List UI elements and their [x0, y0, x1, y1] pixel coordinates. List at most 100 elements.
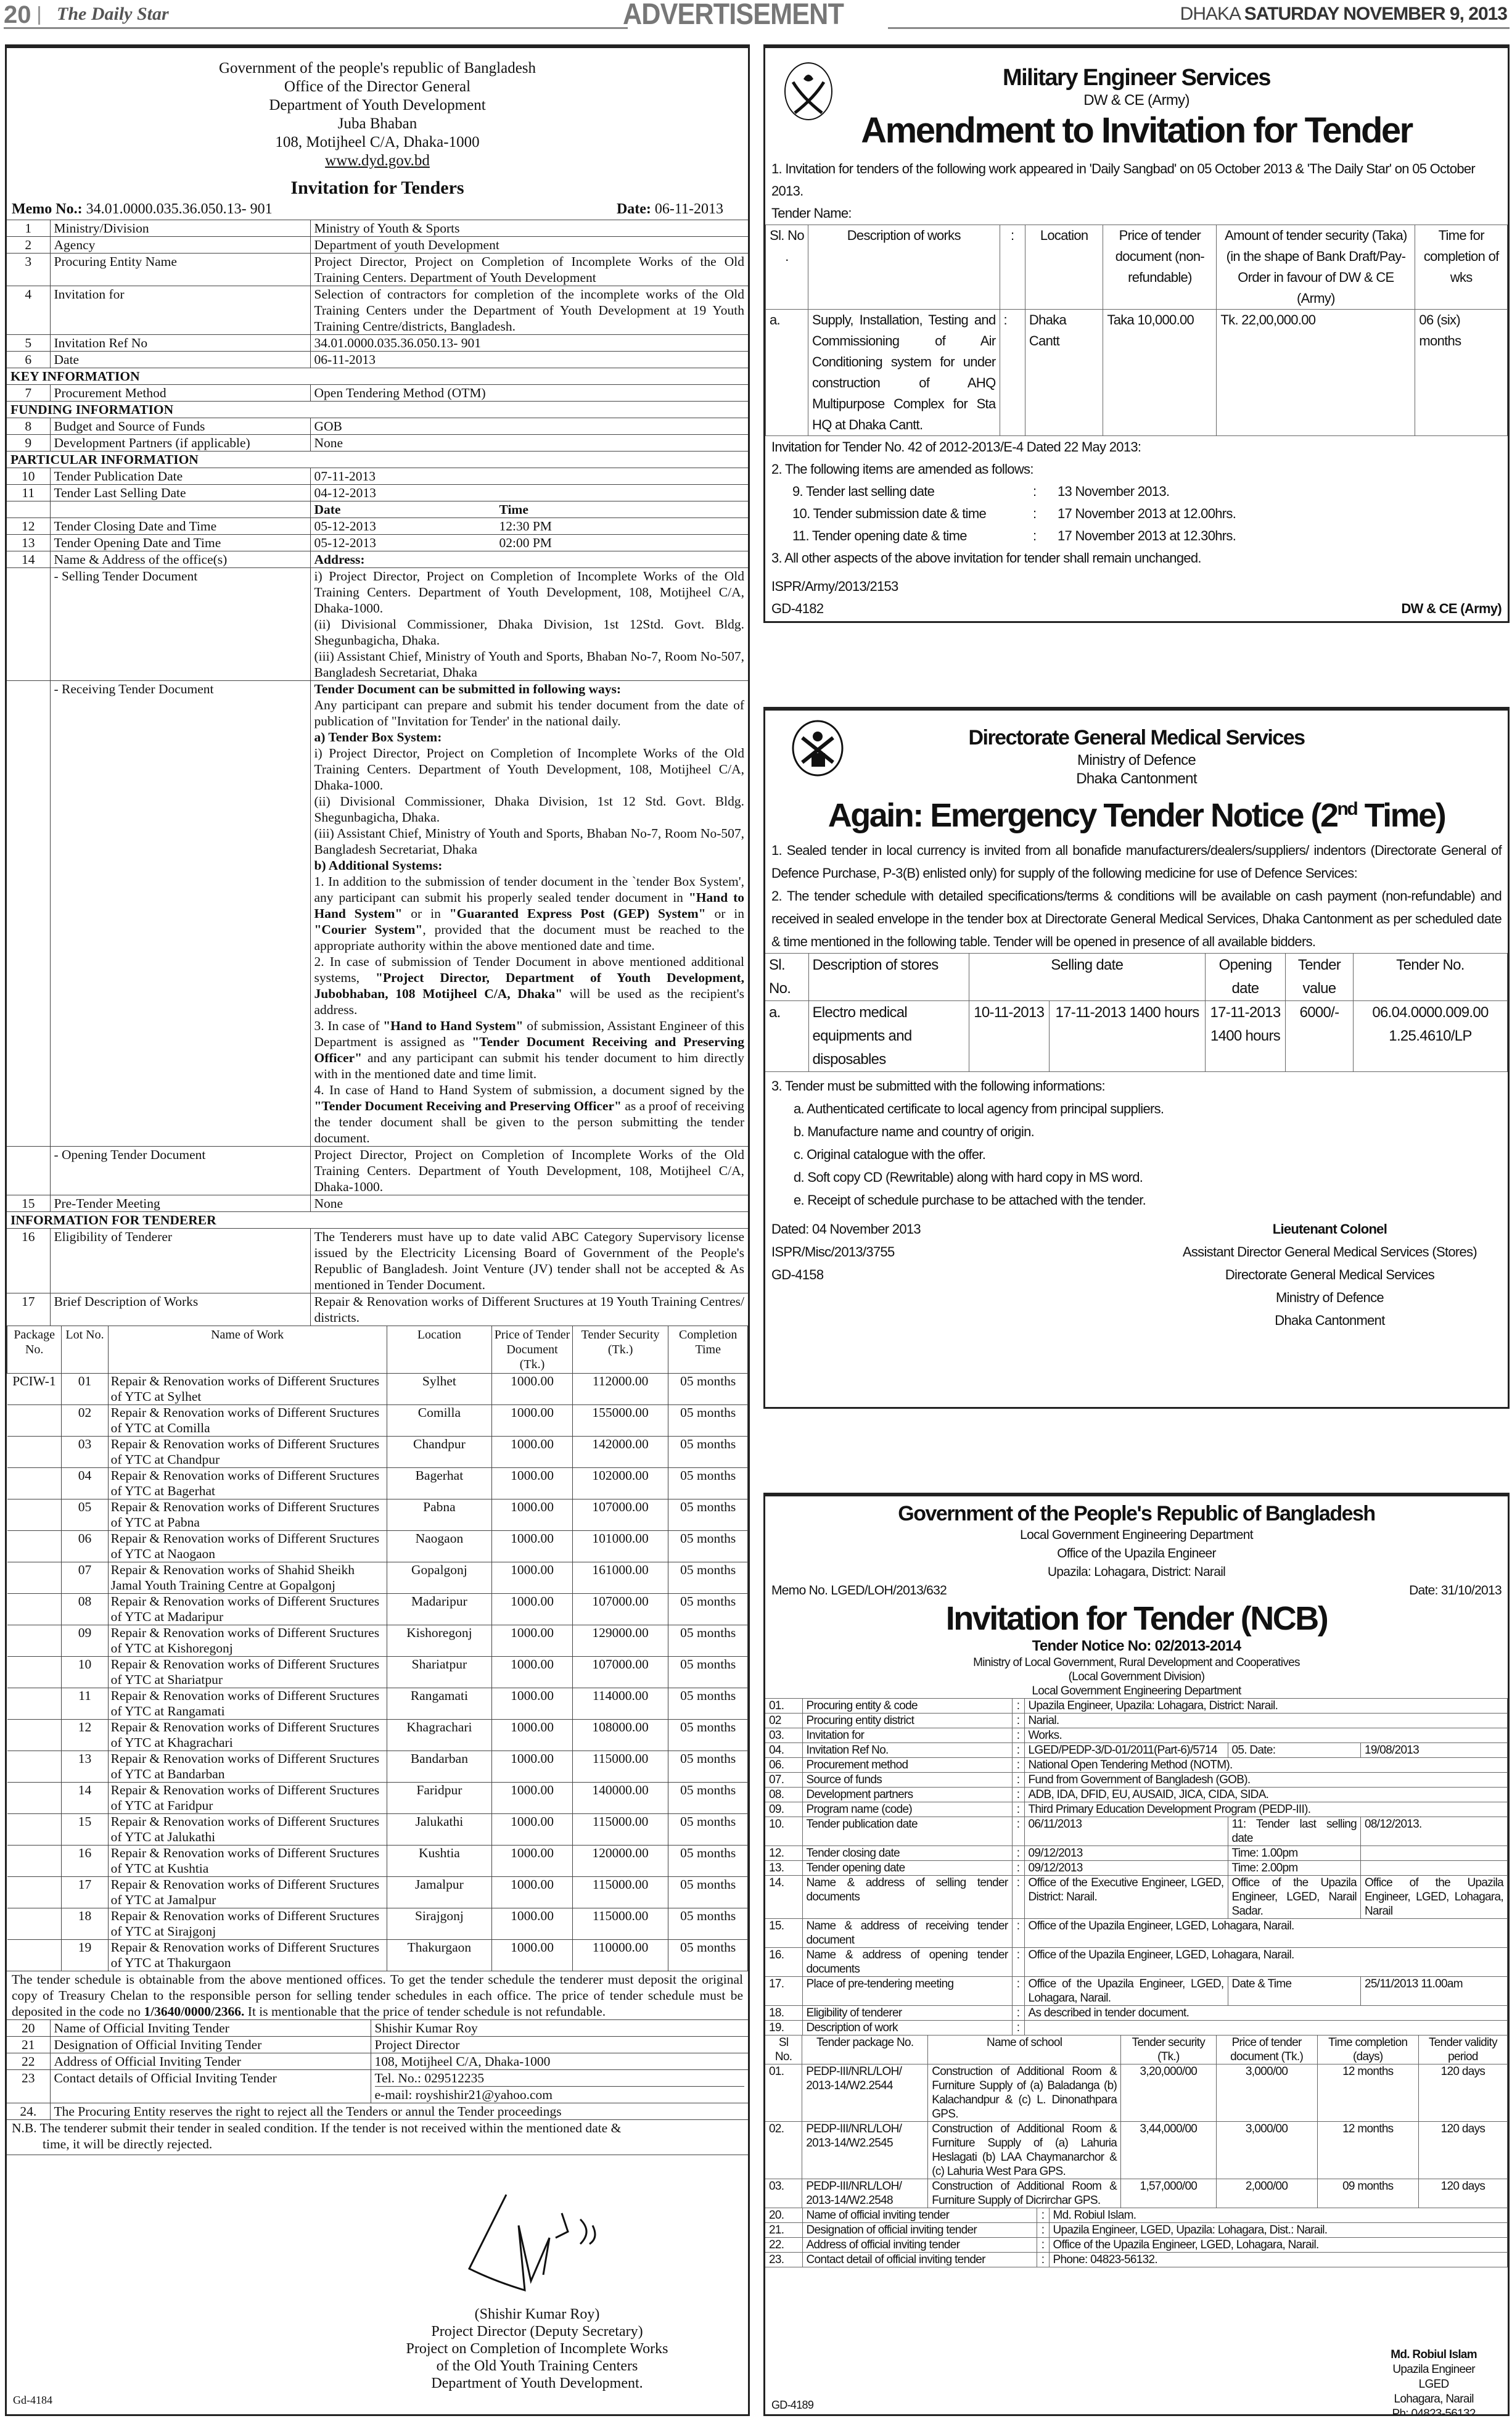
field-value: Department of youth Development: [314, 237, 499, 252]
text-segment: of submission, Assistant Engineer of thi…: [314, 1018, 745, 1049]
package-cell: 02.: [765, 2121, 803, 2179]
field-value: 06-11-2013: [314, 352, 376, 367]
work-lot: 14: [61, 1782, 109, 1814]
paragraph: a) Tender Box System:: [314, 729, 745, 745]
email-link[interactable]: e-mail: royshishir21@yahoo.com: [374, 2086, 744, 2103]
work-location: Naogaon: [387, 1530, 493, 1562]
field-value: Md. Robiul Islam.: [1049, 2208, 1508, 2223]
work-price: 1000.00: [491, 1373, 573, 1405]
colon: :: [1012, 2020, 1025, 2035]
work-package: [7, 1845, 62, 1877]
work-security: 115000.00: [572, 1876, 669, 1908]
row-number: [7, 680, 51, 1147]
signatory-line: of the Old Youth Training Centers: [436, 2358, 638, 2374]
row-number: 18.: [765, 2005, 803, 2021]
work-package: [7, 1562, 62, 1594]
field-value-cell: Address:: [310, 551, 748, 568]
column-header: Location: [1024, 225, 1104, 310]
signatory-line: Assistant Director General Medical Servi…: [1182, 1244, 1477, 1260]
row-number: 02: [765, 1713, 803, 1728]
memo-line: Memo No.: 34.01.0000.035.36.050.13- 901 …: [7, 201, 748, 217]
field-value: Office of the Upazila Engineer, LGED, Lo…: [1024, 1947, 1508, 1977]
work-price: 1000.00: [491, 1845, 573, 1877]
text-segment: b) Additional Systems:: [314, 858, 443, 873]
work-security: 115000.00: [572, 1751, 669, 1783]
field-value: As described in tender document.: [1024, 2005, 1508, 2021]
dgms-emblem-icon: [792, 720, 844, 777]
address-line: (ii) Divisional Commissioner, Dhaka Divi…: [314, 617, 745, 648]
website-link[interactable]: www.dyd.gov.bd: [325, 152, 430, 169]
tender-table: Sl. No . Description of works: Location Pri…: [765, 225, 1508, 436]
column-header: Package No.: [7, 1326, 62, 1374]
memo-date: Date: 31/10/2013: [1409, 1583, 1502, 1598]
colon: :: [1012, 1713, 1025, 1728]
column-header: Opening date: [1205, 953, 1286, 1001]
field-value: Office of the Upazila Engineer, LGED, Lo…: [1024, 1918, 1508, 1948]
field-value-cell: 04-12-2013: [310, 484, 748, 501]
package-cell: Construction of Additional Room & Furnit…: [927, 2179, 1122, 2208]
column-header: Selling date: [969, 953, 1206, 1001]
field-value-cell: i) Project Director, Project on Completi…: [310, 567, 748, 681]
package-row: 03. PEDP-III/NRL/LOH/ 2013-14/W2.2548 Cons…: [765, 2179, 1508, 2208]
work-time: 05 months: [668, 1813, 748, 1846]
signatory-line: Upazila Engineer: [1392, 2363, 1475, 2376]
row-number: 20: [7, 2019, 51, 2037]
ad-title: Military Engineer Services: [1002, 65, 1272, 91]
row-number: 2: [7, 236, 51, 254]
row-number: 12.: [765, 1846, 803, 1861]
field-value-cell: 05-12-2013 02:00 PM: [310, 534, 748, 551]
stores-cell: Electro medical equipments and disposabl…: [808, 1000, 969, 1072]
work-time: 05 months: [668, 1782, 748, 1814]
cell: [50, 501, 311, 518]
work-package: [7, 1499, 62, 1531]
column-header: Tender validity period: [1418, 2035, 1508, 2064]
work-row: 12 Repair & Renovation works of Different…: [7, 1719, 748, 1751]
address-line: (iii) Assistant Chief, Ministry of Youth…: [314, 649, 745, 680]
requirement-item: e. Receipt of schedule purchase to be at…: [794, 1192, 1146, 1208]
work-lot: 02: [61, 1404, 109, 1437]
package-cell: PEDP-III/NRL/LOH/ 2013-14/W2.2545: [802, 2121, 929, 2179]
column-header: Lot No.: [61, 1326, 109, 1374]
memo-date: Date: 06-11-2013: [617, 201, 723, 217]
row-number: 22.: [765, 2237, 803, 2253]
field-value: Repair & Renovation works of Different S…: [314, 1294, 745, 1325]
stores-cell: 17-11-2013 1400 hours: [1205, 1000, 1286, 1072]
field-label: Tender publication date: [802, 1817, 1013, 1846]
work-lot: 19: [61, 1939, 109, 1971]
field-value: [1360, 1846, 1508, 1861]
work-location: Pabna: [387, 1499, 493, 1531]
row-number: 17: [7, 1293, 51, 1326]
work-location: Bagerhat: [387, 1467, 493, 1499]
text-segment: "Hand to Hand System": [314, 890, 745, 921]
field-label: Contact details of Official Inviting Ten…: [50, 2069, 371, 2103]
field-value: 108, Motijheel C/A, Dhaka-1000: [374, 2054, 551, 2069]
work-package: [7, 1876, 62, 1908]
tender-cell: :: [999, 309, 1025, 436]
schedule-code: 1/3640/0000/2366.: [144, 2004, 245, 2019]
work-row: 06 Repair & Renovation works of Different…: [7, 1530, 748, 1562]
info-row: 1 Ministry/Division Ministry of Youth & Sp…: [7, 220, 748, 237]
work-time: 05 months: [668, 1467, 748, 1499]
row-number: [7, 567, 51, 681]
text-segment: "Tender Document Receiving and Preservin…: [314, 1099, 622, 1113]
work-location: Kishoregonj: [387, 1625, 493, 1657]
column-header: Tender value: [1285, 953, 1354, 1001]
work-row: 09 Repair & Renovation works of Different…: [7, 1625, 748, 1657]
nb-line: time, it will be directly rejected.: [43, 2137, 213, 2151]
work-price: 1000.00: [491, 1719, 573, 1751]
work-name: Repair & Renovation works of Different S…: [108, 1373, 387, 1405]
ministry-line: (Local Government Division): [1068, 1670, 1206, 1683]
package-cell: 1,57,000/00: [1120, 2179, 1217, 2208]
memo-label: Memo No.:: [12, 201, 83, 217]
work-name: Repair & Renovation works of Different S…: [108, 1813, 387, 1846]
header-row: Sl No. Tender package No. Name of school Te…: [765, 2035, 1508, 2064]
column-header: Sl. No .: [765, 225, 808, 310]
work-price: 1000.00: [491, 1404, 573, 1437]
field-label: Address of Official Inviting Tender: [50, 2053, 371, 2070]
work-location: Jalukathi: [387, 1813, 493, 1846]
field-label: Ministry/Division: [50, 220, 311, 237]
row-number: 09.: [765, 1802, 803, 1817]
text-segment: a) Tender Box System:: [314, 730, 442, 744]
work-name: Repair & Renovation works of Different S…: [108, 1656, 387, 1688]
row-number: 08.: [765, 1787, 803, 1802]
